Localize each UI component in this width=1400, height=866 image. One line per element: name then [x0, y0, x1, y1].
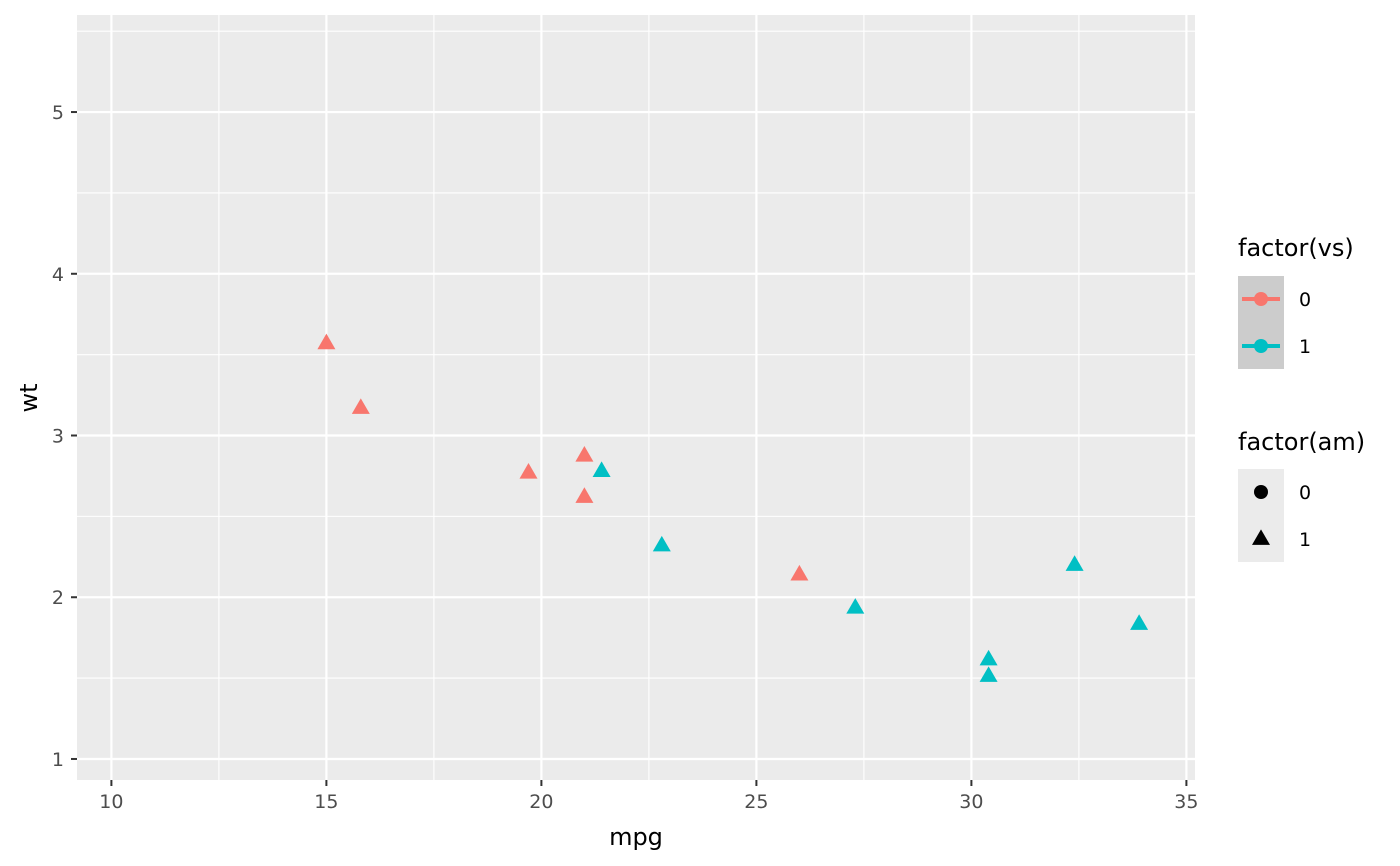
x-tick-label: 10 — [99, 791, 123, 813]
legend-key-point — [1254, 485, 1268, 499]
data-point — [979, 666, 998, 682]
legend-title: factor(vs) — [1238, 234, 1354, 262]
major-grid — [77, 15, 1195, 780]
legend-label: 1 — [1299, 336, 1311, 358]
legend-title: factor(am) — [1238, 428, 1365, 456]
data-point — [317, 333, 336, 350]
data-point — [519, 463, 538, 479]
x-tick-label: 20 — [529, 791, 553, 813]
y-tick-label: 2 — [52, 587, 64, 609]
x-tick-label: 30 — [959, 791, 983, 813]
x-tick-label: 15 — [314, 791, 338, 813]
y-tick-label: 1 — [52, 749, 64, 771]
data-point — [846, 598, 865, 614]
legend-label: 0 — [1299, 289, 1311, 311]
y-tick-label: 4 — [52, 264, 64, 286]
data-point — [575, 446, 594, 462]
legend-key-background — [1238, 276, 1284, 369]
legend-key-point — [1254, 292, 1268, 306]
legend-label: 1 — [1299, 529, 1311, 551]
x-tick-label: 25 — [744, 791, 768, 813]
data-point — [351, 398, 370, 414]
data-points — [317, 333, 1149, 682]
data-point — [652, 535, 671, 552]
panel-background — [77, 15, 1195, 780]
data-point — [575, 487, 594, 503]
data-point — [979, 649, 998, 666]
legend-key-background — [1238, 469, 1284, 562]
y-tick-label: 3 — [52, 426, 64, 448]
legend-label: 0 — [1299, 482, 1311, 504]
y-axis-title: wt — [15, 383, 43, 412]
data-point — [790, 564, 809, 581]
data-point — [1130, 614, 1149, 630]
legends: factor(vs) 0 1 factor(am) 0 1 — [1238, 234, 1365, 562]
x-axis-title: mpg — [609, 823, 663, 851]
data-point — [1065, 555, 1084, 571]
axis-ticks: 10 15 20 25 30 35 1 2 3 4 5 — [52, 102, 1199, 813]
minor-grid — [77, 15, 1195, 780]
data-point — [592, 461, 611, 478]
legend-key-point — [1254, 339, 1268, 353]
y-tick-label: 5 — [52, 102, 64, 124]
x-tick-label: 35 — [1174, 791, 1198, 813]
legend-key-point — [1252, 529, 1270, 545]
